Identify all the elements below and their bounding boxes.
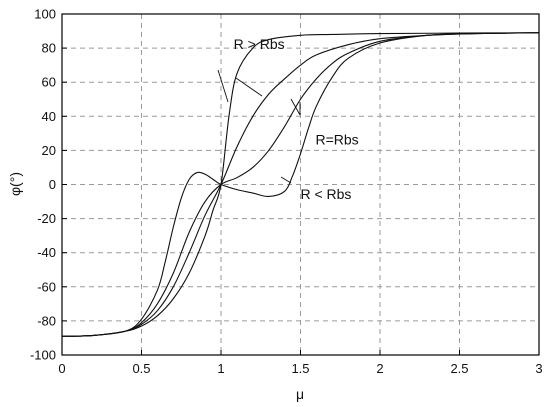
- y-tick-label: 0: [49, 177, 56, 192]
- x-tick-label: 0.5: [132, 361, 150, 376]
- y-tick-label: -20: [37, 211, 56, 226]
- x-axis-label: μ: [296, 386, 304, 402]
- annotation-label: R > Rbs: [234, 36, 285, 52]
- y-tick-label: -40: [37, 245, 56, 260]
- axis-ticks: 0 0.5 1 1.5 2 2.5 3 -100 -80 -60 -40 -20 0 20 40 60 80 10…: [30, 7, 543, 377]
- series-line-1: [61, 32, 540, 337]
- annotation-arrows: [217, 69, 301, 184]
- arrow-eq-1: [290, 98, 301, 116]
- arrow-lt-1: [280, 176, 292, 184]
- y-tick-label: 80: [42, 41, 56, 56]
- y-tick-label: -80: [37, 313, 56, 328]
- arrow-gt-1: [217, 69, 229, 103]
- y-tick-label: -60: [37, 279, 56, 294]
- annotation-label: R < Rbs: [300, 186, 351, 202]
- x-tick-label: 0: [58, 361, 65, 376]
- y-tick-label: 60: [42, 75, 56, 90]
- grid-lines: [62, 14, 539, 355]
- y-tick-label: 100: [34, 7, 56, 22]
- curves: [61, 32, 540, 337]
- x-tick-label: 1: [217, 361, 224, 376]
- series-line-3: [61, 32, 540, 337]
- annotation-label: R=Rbs: [315, 131, 358, 147]
- annotations: R > Rbs R=Rbs R < Rbs: [234, 36, 359, 202]
- series-line-2: [61, 32, 540, 337]
- x-tick-label: 3: [535, 361, 542, 376]
- x-tick-label: 2.5: [450, 361, 468, 376]
- y-tick-label: 40: [42, 109, 56, 124]
- series-line-4: [61, 32, 540, 337]
- y-axis-label: φ(°): [7, 172, 23, 196]
- x-tick-label: 2: [376, 361, 383, 376]
- y-tick-label: -100: [30, 348, 56, 363]
- arrow-gt-2: [235, 77, 263, 97]
- y-tick-label: 20: [42, 143, 56, 158]
- x-tick-label: 1.5: [291, 361, 309, 376]
